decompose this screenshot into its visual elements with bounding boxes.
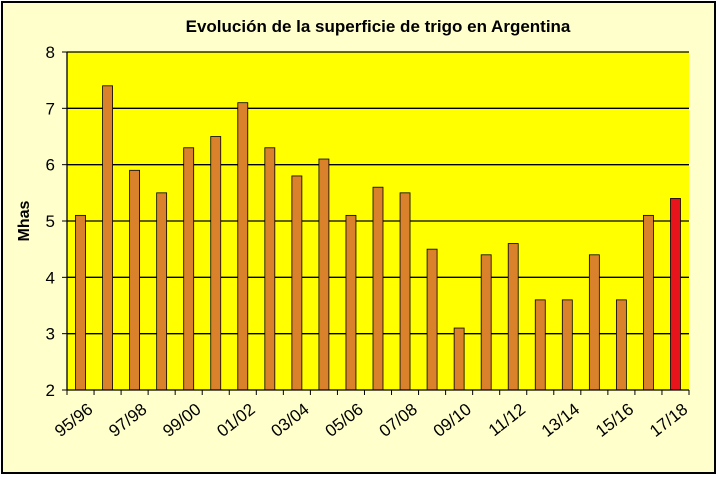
x-tick-label: 11/12 bbox=[485, 400, 529, 440]
bar bbox=[156, 192, 168, 391]
x-tick-label: 99/00 bbox=[159, 400, 204, 441]
x-tick-label: 01/02 bbox=[213, 400, 258, 441]
y-axis-ticks: 2 3 4 5 6 7 8 bbox=[46, 43, 67, 400]
bar bbox=[264, 147, 276, 391]
bar bbox=[453, 327, 465, 391]
bar bbox=[291, 175, 303, 391]
x-tick-label: 95/96 bbox=[51, 400, 96, 441]
bar bbox=[237, 102, 249, 391]
x-tick-label: 13/14 bbox=[538, 400, 583, 441]
y-tick-label: 8 bbox=[46, 43, 55, 62]
x-tick-label: 05/06 bbox=[322, 400, 367, 441]
bars bbox=[75, 85, 681, 391]
x-tick-label: 97/98 bbox=[105, 400, 150, 441]
bar bbox=[480, 254, 492, 391]
bar bbox=[102, 85, 113, 391]
bar bbox=[318, 158, 330, 391]
y-tick-label: 7 bbox=[46, 99, 55, 118]
bar bbox=[588, 254, 600, 391]
bar bbox=[534, 299, 546, 391]
bar bbox=[75, 214, 86, 391]
y-tick-label: 3 bbox=[46, 325, 55, 344]
x-tick-label: 15/16 bbox=[592, 400, 637, 441]
x-tick-label: 03/04 bbox=[267, 400, 312, 441]
x-tick-label: 09/10 bbox=[430, 400, 475, 441]
bar bbox=[670, 198, 681, 391]
x-tick-label: 17/18 bbox=[646, 400, 691, 441]
bar bbox=[643, 214, 654, 391]
bar bbox=[129, 169, 141, 391]
x-tick-label: 07/08 bbox=[376, 400, 421, 441]
bar bbox=[615, 299, 627, 391]
y-tick-label: 2 bbox=[46, 381, 55, 400]
bar bbox=[399, 192, 411, 391]
bar bbox=[345, 214, 357, 391]
y-tick-label: 4 bbox=[46, 268, 55, 287]
bar bbox=[210, 136, 222, 391]
y-tick-label: 6 bbox=[46, 156, 55, 175]
bar bbox=[372, 186, 384, 391]
y-axis-label: Mhas bbox=[16, 200, 33, 241]
chart-title: Evolución de la superficie de trigo en A… bbox=[186, 17, 571, 36]
bar bbox=[561, 299, 573, 391]
bar bbox=[183, 147, 195, 391]
x-axis-ticks: 95/96 97/98 99/00 01/02 03/04 05/06 07/08 09/10… bbox=[51, 390, 691, 441]
y-tick-label: 5 bbox=[46, 212, 55, 231]
bar bbox=[507, 243, 519, 391]
bar bbox=[426, 248, 438, 391]
